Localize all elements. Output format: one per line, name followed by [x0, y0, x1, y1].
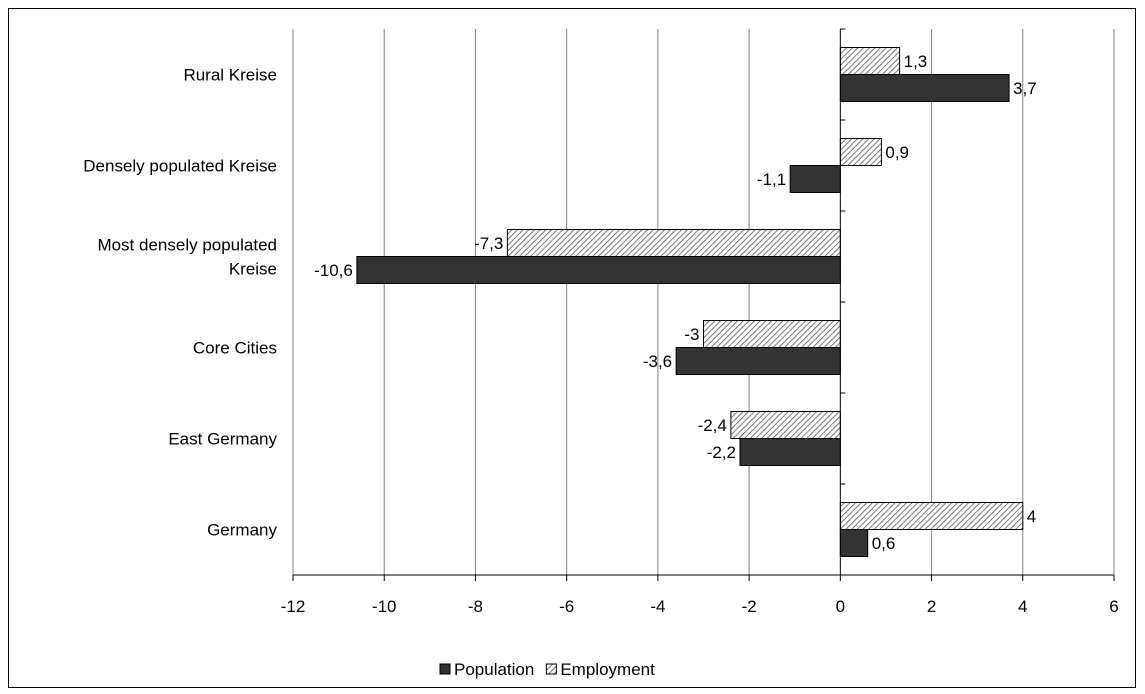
- x-tick-label: -2: [742, 597, 757, 616]
- category-label: Rural Kreise: [183, 66, 277, 85]
- employment-label: 0,9: [885, 143, 909, 162]
- legend: Population Employment: [439, 660, 655, 679]
- legend-swatch-employment: [545, 663, 557, 675]
- population-label: -2,2: [707, 443, 736, 462]
- x-tick-label: -8: [468, 597, 483, 616]
- x-tick-label: 2: [927, 597, 936, 616]
- bars: [356, 47, 1024, 557]
- population-bar: [839, 74, 1010, 102]
- employment-bar: [506, 229, 841, 257]
- x-tick-label: -10: [372, 597, 397, 616]
- employment-label: -3: [684, 325, 699, 344]
- category-label: Densely populated Kreise: [83, 157, 277, 176]
- category-label: Most densely populated: [97, 236, 277, 255]
- legend-label-population: Population: [454, 660, 534, 679]
- axes: -12 -10 -8 -6 -4 -2 0 2 4 6 Rural Kreise Densely po…: [83, 28, 1119, 616]
- x-tick-label: 4: [1018, 597, 1027, 616]
- population-bar: [839, 529, 869, 557]
- population-label: -10,6: [314, 261, 353, 280]
- employment-bar: [839, 502, 1024, 530]
- population-label: -1,1: [757, 170, 786, 189]
- population-bar: [675, 347, 841, 375]
- x-tick-label: 0: [836, 597, 845, 616]
- population-label: 0,6: [872, 534, 896, 553]
- category-label: Core Cities: [193, 339, 277, 358]
- population-label: -3,6: [643, 352, 672, 371]
- employment-label: -2,4: [698, 416, 727, 435]
- category-label: East Germany: [168, 430, 277, 449]
- employment-bar: [839, 47, 901, 75]
- employment-bar: [839, 138, 882, 166]
- category-label: Germany: [207, 521, 277, 540]
- population-bar: [739, 438, 841, 466]
- x-tick-label: 6: [1109, 597, 1118, 616]
- x-tick-label: -6: [559, 597, 574, 616]
- employment-label: 1,3: [904, 52, 928, 71]
- legend-swatch-population: [439, 663, 451, 675]
- population-label: 3,7: [1013, 79, 1037, 98]
- category-label: Kreise: [229, 260, 277, 279]
- employment-label: 4: [1027, 507, 1036, 526]
- population-bar: [356, 256, 841, 284]
- x-tick-label: -4: [650, 597, 665, 616]
- employment-label: -7,3: [474, 234, 503, 253]
- data-labels: 1,3 3,7 0,9 -1,1 -7,3 -10,6 -3 -3,6 -2,4 -2,2 4 0,6: [314, 52, 1037, 553]
- population-bar: [789, 165, 841, 193]
- grid-lines: [292, 29, 1115, 575]
- employment-bar: [730, 411, 841, 439]
- legend-label-employment: Employment: [560, 660, 655, 679]
- employment-bar: [703, 320, 841, 348]
- x-tick-label: -12: [281, 597, 306, 616]
